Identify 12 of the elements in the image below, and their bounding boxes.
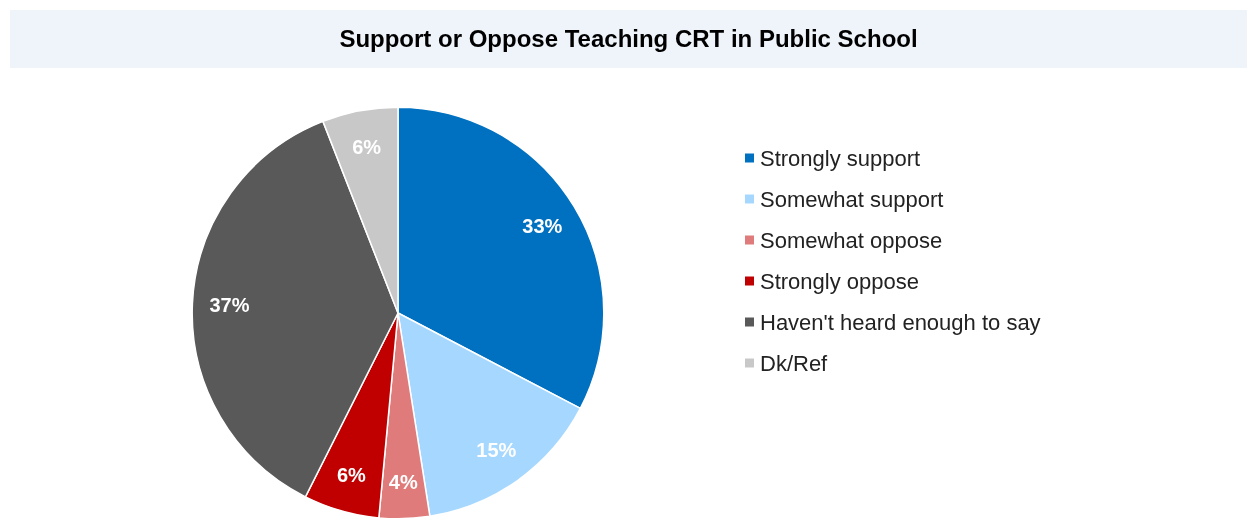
- data-label: 6%: [336, 464, 367, 487]
- legend-label: Somewhat oppose: [760, 227, 943, 253]
- legend-label: Dk/Ref: [760, 350, 829, 376]
- data-label: 4%: [388, 470, 418, 493]
- chart-title: Support or Oppose Teaching CRT in Public School: [10, 10, 1247, 68]
- legend-label: Strongly oppose: [760, 268, 919, 294]
- legend-label: Strongly support: [760, 145, 921, 171]
- data-label: 33%: [522, 214, 563, 237]
- legend-label: Somewhat support: [760, 186, 944, 212]
- data-label: 15%: [476, 439, 517, 462]
- legend-label: Haven't heard enough to say: [760, 309, 1041, 335]
- data-label: 37%: [209, 294, 250, 317]
